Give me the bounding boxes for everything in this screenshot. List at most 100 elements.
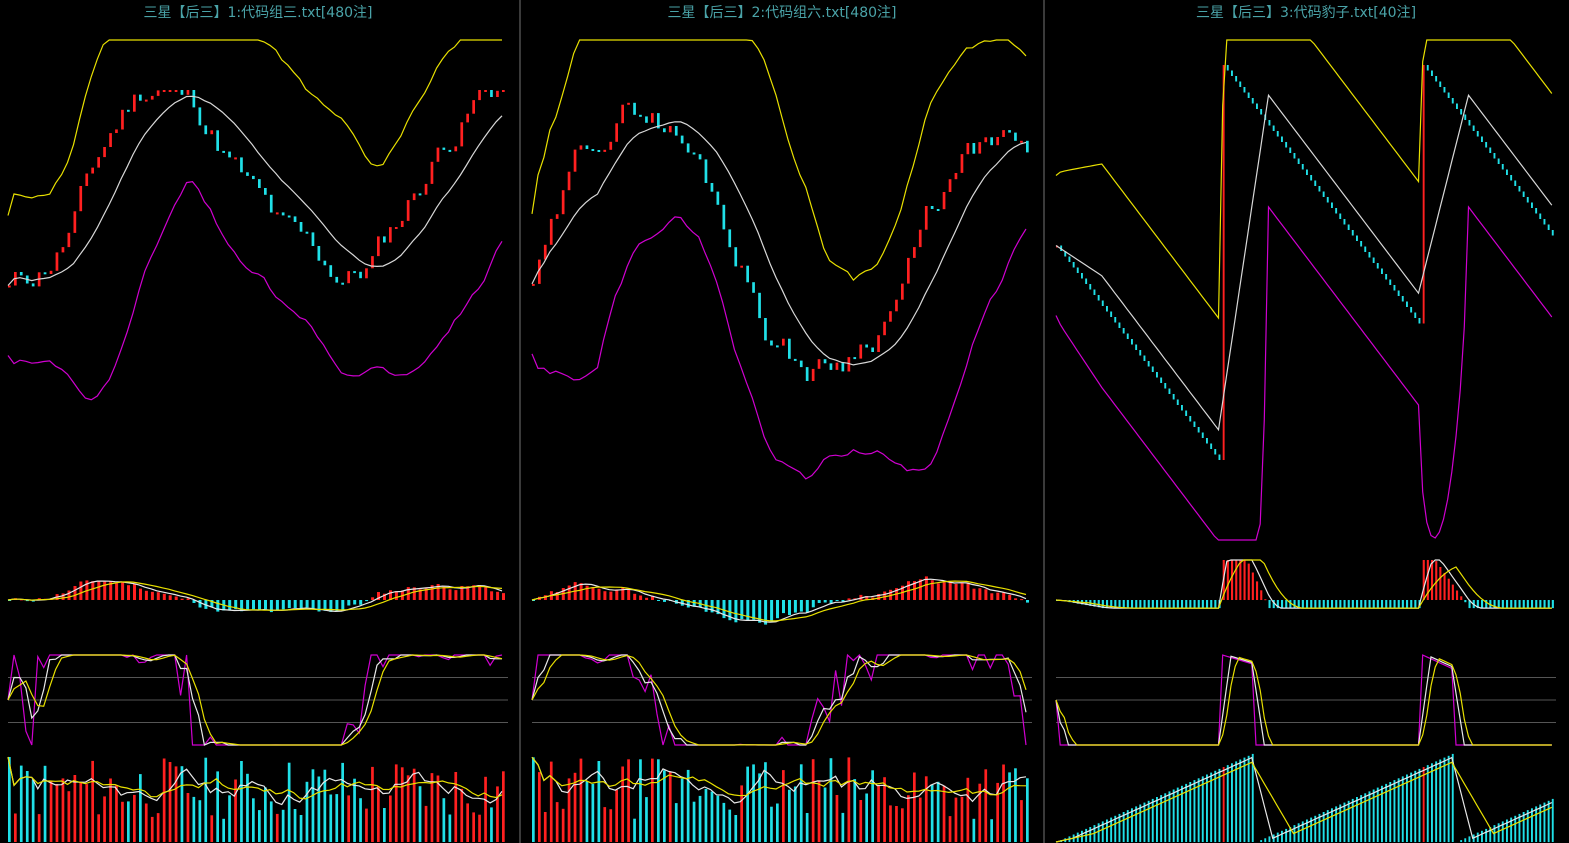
macd-bar-3-119 <box>1547 600 1550 609</box>
macd-bar-3-78 <box>1376 600 1379 609</box>
candle-3-96 <box>1451 98 1454 104</box>
candle-2-5 <box>555 214 559 219</box>
macd-bar-2-67 <box>924 576 928 600</box>
volume-bar-1-61 <box>365 808 368 842</box>
candle-3-30 <box>1176 399 1179 405</box>
volume-bar-2-54 <box>847 757 851 842</box>
macd-bar-3-63 <box>1314 600 1317 609</box>
macd-bar-3-111 <box>1514 600 1517 609</box>
macd-bar-3-22 <box>1143 600 1146 609</box>
candle-1-81 <box>484 90 487 92</box>
candle-2-68 <box>930 206 934 209</box>
macd-bar-2-12 <box>597 588 601 600</box>
panel-1-title: 三星【后三】1:代码组三.txt[480注] <box>144 5 373 21</box>
candle-1-3 <box>19 272 23 276</box>
candle-1-70 <box>418 193 422 196</box>
volume-bar-1-53 <box>317 776 321 842</box>
macd-bar-1-57 <box>341 600 345 611</box>
volume-bar-3-96 <box>1451 753 1454 842</box>
candle-1-36 <box>216 130 219 151</box>
macd-bar-3-97 <box>1456 590 1459 600</box>
candle-1-62 <box>371 256 374 269</box>
candle-3-21 <box>1139 350 1142 356</box>
macd-bar-2-76 <box>978 588 982 600</box>
macd-bar-3-24 <box>1151 600 1154 609</box>
macd-bar-2-39 <box>758 600 762 623</box>
volume-bar-2-28 <box>692 801 696 842</box>
volume-bar-2-55 <box>853 779 857 842</box>
candle-3-20 <box>1135 344 1138 350</box>
macd-bar-3-90 <box>1426 560 1429 600</box>
candle-2-38 <box>752 282 755 293</box>
candle-3-64 <box>1318 186 1321 192</box>
candle-3-116 <box>1535 208 1538 214</box>
volume-bar-2-18 <box>633 818 636 842</box>
macd-bar-1-81 <box>484 587 488 600</box>
candle-1-84 <box>502 90 505 92</box>
chart-panel-1: 三星【后三】1:代码组三.txt[480注] <box>7 5 508 842</box>
volume-bar-2-22 <box>657 759 660 842</box>
candle-2-31 <box>710 183 714 192</box>
macd-bar-1-18 <box>109 581 113 600</box>
candle-2-22 <box>657 113 660 129</box>
candle-3-56 <box>1285 142 1288 148</box>
volume-bar-1-21 <box>127 801 130 842</box>
macd-bar-2-40 <box>764 600 768 625</box>
volume-bar-3-54 <box>1276 832 1279 842</box>
candle-2-12 <box>597 150 601 152</box>
candle-3-11 <box>1097 295 1100 301</box>
macd-bar-3-117 <box>1539 600 1542 609</box>
volume-bar-2-24 <box>668 772 672 842</box>
candle-1-32 <box>192 90 196 108</box>
kdj-d-line-3 <box>1055 656 1552 746</box>
macd-bar-1-47 <box>281 600 285 610</box>
candle-2-23 <box>663 128 666 133</box>
volume-bar-1-44 <box>264 787 267 842</box>
volume-bar-2-40 <box>764 762 767 842</box>
macd-bar-1-44 <box>264 600 267 610</box>
volume-bar-2-80 <box>1002 764 1005 842</box>
candle-2-61 <box>889 311 892 322</box>
candle-2-84 <box>1026 140 1029 153</box>
volume-bar-3-89 <box>1422 767 1425 842</box>
macd-bar-1-35 <box>210 600 214 608</box>
candle-1-50 <box>299 222 303 232</box>
volume-bar-1-2 <box>14 813 17 842</box>
macd-bar-1-16 <box>97 581 101 600</box>
kdj-d-line-2 <box>531 654 1027 746</box>
macd-bar-2-57 <box>865 596 869 600</box>
candle-1-66 <box>394 227 398 229</box>
macd-bar-3-82 <box>1393 600 1396 609</box>
volume-bar-3-102 <box>1476 832 1479 842</box>
volume-bar-1-25 <box>150 816 154 842</box>
macd-bar-1-5 <box>31 600 35 602</box>
volume-bar-1-51 <box>305 781 309 842</box>
candle-3-74 <box>1360 241 1363 247</box>
macd-bar-2-77 <box>984 589 988 600</box>
volume-bar-3-78 <box>1376 787 1379 842</box>
candle-3-32 <box>1185 410 1188 416</box>
volume-bar-2-75 <box>972 818 976 842</box>
macd-bar-1-60 <box>359 600 363 605</box>
volume-bar-1-10 <box>61 778 65 842</box>
volume-bar-3-110 <box>1510 817 1513 842</box>
macd-bar-1-42 <box>252 600 255 610</box>
volume-bar-3-69 <box>1339 804 1342 842</box>
macd-bar-2-36 <box>740 600 744 619</box>
macd-bar-3-84 <box>1401 600 1404 609</box>
volume-bar-3-85 <box>1406 774 1408 842</box>
candle-2-2 <box>538 259 541 284</box>
volume-bar-3-114 <box>1526 810 1529 842</box>
macd-bar-1-23 <box>139 588 142 600</box>
candle-3-50 <box>1260 109 1263 115</box>
macd-bar-2-79 <box>996 592 1000 600</box>
macd-bar-3-17 <box>1122 600 1125 609</box>
macd-bar-2-75 <box>972 588 976 600</box>
volume-bar-1-15 <box>91 760 94 842</box>
volume-bar-1-40 <box>240 761 243 842</box>
volume-bar-1-37 <box>222 818 225 842</box>
macd-bar-1-27 <box>162 593 166 600</box>
candle-3-110 <box>1510 175 1513 181</box>
macd-bar-2-1 <box>532 600 535 601</box>
